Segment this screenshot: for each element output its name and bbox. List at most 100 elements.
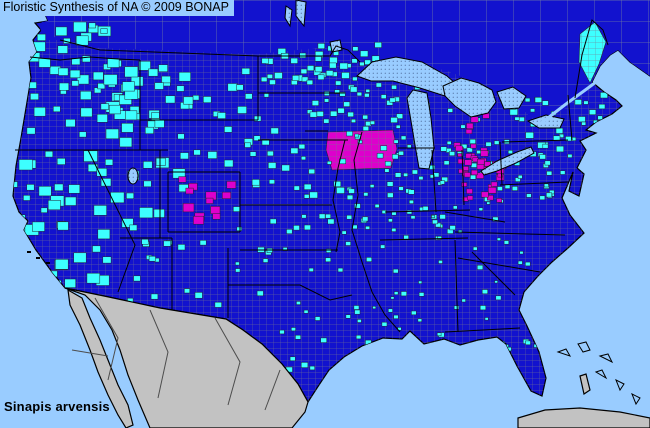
county-marker-great-basin [105, 159, 114, 166]
county-marker-illinois-missouri [362, 216, 369, 222]
county-marker-new-york-new-england [581, 121, 587, 126]
county-marker-northern-border-band [292, 75, 300, 81]
county-marker-dakotas-nebraska [303, 183, 312, 190]
county-marker-midwest-indiana [452, 205, 458, 210]
county-marker-colorado [226, 181, 237, 189]
county-marker-pennsylvania-appalachia [542, 143, 549, 149]
county-marker-dakotas-nebraska [261, 139, 270, 146]
county-marker-new-york-new-england [555, 127, 564, 134]
county-marker-montana-wyoming [193, 149, 201, 156]
county-marker-ohio [466, 188, 473, 194]
county-marker-michigan-wisconsin-border [469, 138, 476, 144]
county-marker-north-dakota-minnesota [352, 76, 358, 81]
county-marker-california [86, 272, 101, 284]
county-marker-south-central [392, 268, 399, 274]
county-marker-northern-border-band [329, 56, 338, 64]
county-marker-southeast [484, 317, 489, 321]
county-marker-minnesota-wisconsin [346, 131, 353, 137]
county-marker-colorado [212, 213, 221, 220]
county-marker-dakotas-nebraska [303, 194, 310, 199]
county-marker-pacific-northwest [88, 22, 96, 29]
county-marker-southwest [141, 238, 149, 245]
county-marker-pacific-northwest [53, 106, 61, 113]
county-marker-texas [303, 309, 309, 314]
county-marker-great-basin [96, 113, 108, 123]
county-marker-pacific-northwest [59, 82, 70, 91]
county-marker-midwest-indiana [409, 199, 414, 204]
county-marker-northern-border-band [364, 59, 371, 65]
county-marker-montana-wyoming [155, 157, 166, 166]
county-marker-michigan-wisconsin-border [447, 108, 453, 113]
county-marker-dakotas-nebraska [270, 127, 279, 135]
county-marker-north-dakota-minnesota [339, 91, 346, 97]
county-marker-pacific-northwest [55, 26, 68, 36]
county-marker-great-basin [121, 123, 134, 133]
county-marker-minnesota-wisconsin [391, 84, 397, 90]
county-marker-pennsylvania-appalachia [546, 192, 553, 198]
county-marker-northern-border-band [341, 72, 350, 79]
county-marker-michigan-lower [455, 145, 463, 152]
county-marker-dakotas-nebraska [249, 151, 257, 157]
county-marker-california [56, 158, 66, 165]
county-marker-california [55, 259, 69, 270]
county-marker-illinois-missouri [345, 241, 351, 246]
county-marker-kansas-oklahoma [262, 258, 269, 263]
county-marker-illinois-missouri [384, 161, 392, 167]
county-marker-colorado [182, 203, 195, 213]
county-marker-midwest-indiana [432, 219, 438, 225]
county-marker-california [44, 150, 54, 158]
county-marker-southeast [431, 215, 435, 218]
county-marker-north-dakota-minnesota [335, 80, 342, 86]
county-marker-north-dakota-minnesota [314, 66, 323, 73]
county-marker-new-york-new-england [583, 100, 589, 105]
county-marker-texas [354, 309, 361, 315]
county-marker-new-york-new-england [518, 116, 525, 122]
county-marker-minnesota-wisconsin [356, 91, 363, 97]
county-marker-kansas-oklahoma [337, 267, 344, 273]
county-marker-north-dakota-minnesota [351, 118, 356, 123]
county-marker-great-basin [122, 81, 135, 92]
county-marker-new-york-new-england [578, 116, 586, 123]
county-marker-midwest-indiana [408, 189, 415, 195]
county-marker-new-york-new-england [574, 99, 582, 105]
county-marker-north-dakota-minnesota [323, 91, 330, 96]
county-marker-minnesota-wisconsin [389, 97, 396, 103]
county-marker-montana-wyoming [237, 106, 247, 114]
county-marker-great-basin [129, 224, 138, 231]
county-marker-south-central [418, 292, 425, 297]
county-marker-pennsylvania-appalachia [511, 186, 518, 191]
county-marker-illinois-missouri [386, 181, 394, 187]
county-marker-michigan-lower [464, 172, 471, 178]
county-marker-great-basin [143, 180, 152, 188]
county-marker-new-york-new-england [546, 170, 553, 176]
county-marker-dakotas-nebraska [300, 156, 306, 161]
county-marker-kansas-oklahoma [327, 218, 335, 225]
county-marker-illinois-missouri [387, 192, 394, 198]
county-marker-pennsylvania-appalachia [470, 174, 477, 180]
county-marker-michigan-lower [465, 128, 473, 134]
county-marker-illinois-missouri [365, 225, 370, 230]
andros-island [579, 373, 591, 395]
county-marker-northern-border-band [301, 76, 309, 82]
county-marker-pennsylvania-appalachia [507, 150, 513, 154]
county-marker-south-central [357, 319, 362, 323]
county-marker-minnesota-wisconsin [390, 117, 398, 123]
county-marker-minnesota-wisconsin [354, 133, 360, 138]
county-marker-new-york-new-england [560, 170, 566, 175]
county-marker-minnesota-wisconsin [380, 94, 387, 99]
county-marker-southeast [503, 240, 510, 245]
county-marker-pacific-northwest [37, 33, 46, 41]
county-marker-kansas-oklahoma [325, 257, 332, 263]
county-marker-california [38, 186, 52, 197]
county-marker-michigan-lower [470, 143, 477, 149]
county-marker-midwest-indiana [418, 176, 424, 181]
county-marker-montana-wyoming [227, 83, 238, 92]
county-marker-colorado [185, 187, 194, 195]
county-marker-indiana-east [457, 158, 465, 164]
county-marker-kansas-oklahoma [293, 225, 300, 231]
county-marker-new-york-new-england [534, 97, 542, 103]
county-marker-dakotas-nebraska [253, 135, 261, 141]
county-marker-northern-border-band [274, 72, 283, 79]
county-marker-minnesota-wisconsin [395, 124, 401, 129]
map-title: Floristic Synthesis of NA © 2009 BONAP [3, 0, 229, 14]
